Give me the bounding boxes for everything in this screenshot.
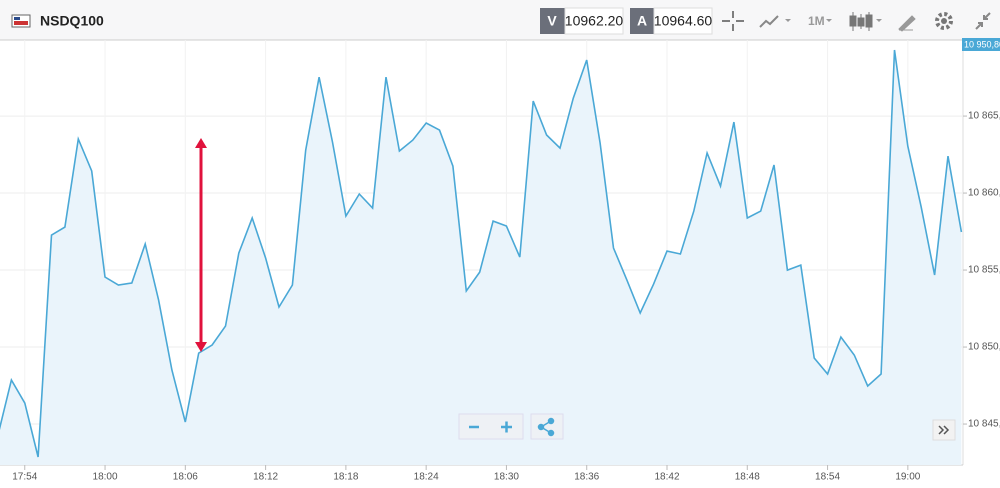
- toolbar: [0, 0, 1000, 40]
- bid-badge: [540, 8, 565, 34]
- bid-label: V: [547, 13, 557, 29]
- draw-button[interactable]: [898, 15, 916, 32]
- x-tick-label: 18:36: [574, 472, 599, 483]
- y-tick-label: 10 865,00: [968, 111, 1000, 122]
- x-tick-label: 18:12: [253, 472, 278, 483]
- share-button[interactable]: [530, 413, 564, 440]
- y-tick-label: 10 850,00: [968, 342, 1000, 353]
- ask-box[interactable]: [653, 7, 713, 35]
- bid-price: 10962.20: [565, 13, 624, 29]
- zoom-controls: [458, 413, 564, 440]
- ask-price: 10964.60: [654, 13, 713, 29]
- symbol-icon: [11, 14, 31, 28]
- x-tick-label: 18:00: [93, 472, 118, 483]
- x-tick-label: 18:18: [333, 472, 358, 483]
- y-tick-label: 10 845,00: [968, 419, 1000, 430]
- price-tag: 10 950,80: [964, 39, 1000, 49]
- range-arrow: [195, 138, 207, 352]
- shrink-button[interactable]: [975, 12, 991, 30]
- x-tick-label: 18:30: [494, 472, 519, 483]
- y-tick-label: 10 860,00: [968, 188, 1000, 199]
- x-tick-label: 18:06: [173, 472, 198, 483]
- chart-type-button[interactable]: [759, 15, 791, 28]
- y-tick-label: 10 855,00: [968, 265, 1000, 276]
- crosshair-button[interactable]: [722, 11, 744, 31]
- price-tag-bg: [962, 38, 1000, 51]
- timeframe-button[interactable]: 1M: [808, 14, 825, 28]
- symbol: NSDQ100: [40, 13, 104, 29]
- settings-button[interactable]: [935, 12, 953, 30]
- x-tick-label: 19:00: [895, 472, 920, 483]
- candle-button[interactable]: [849, 12, 882, 31]
- x-tick-label: 18:54: [815, 472, 840, 483]
- share-icon: [537, 417, 555, 437]
- bid-box[interactable]: [564, 7, 624, 35]
- x-tick-label: 18:48: [735, 472, 760, 483]
- zoom-in-button[interactable]: [501, 421, 512, 433]
- x-tick-label: 18:24: [414, 472, 439, 483]
- price-line: [0, 49, 963, 458]
- area: [0, 50, 962, 465]
- timeframe-caret: [826, 19, 832, 22]
- zoom-group: [458, 413, 524, 440]
- x-tick-label: 18:42: [654, 472, 679, 483]
- ask-label: A: [637, 13, 647, 29]
- ask-badge: [630, 8, 654, 34]
- x-tick-label: 17:54: [12, 472, 37, 483]
- expand-icon: [938, 425, 950, 435]
